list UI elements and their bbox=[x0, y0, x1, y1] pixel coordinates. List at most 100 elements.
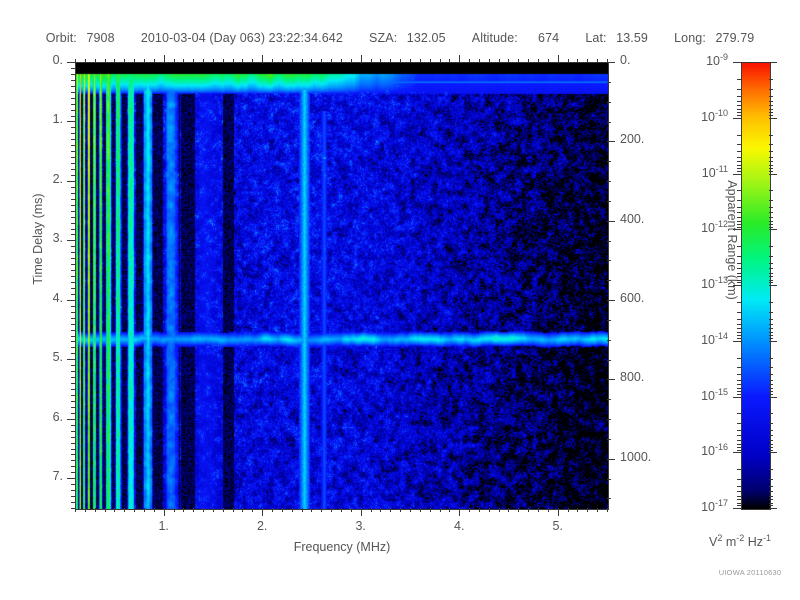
colorbar-minor-tick-right bbox=[769, 374, 773, 375]
colorbar-minor-tick-left bbox=[737, 324, 741, 325]
x-minor-tick-top bbox=[430, 59, 431, 63]
colorbar-minor-tick-left bbox=[737, 79, 741, 80]
colorbar-minor-tick-left bbox=[737, 413, 741, 414]
y-right-tick-label: 600. bbox=[620, 291, 645, 306]
y-left-minor-tick bbox=[71, 443, 75, 444]
x-minor-tick bbox=[252, 508, 253, 512]
x-minor-tick bbox=[203, 508, 204, 512]
lat-value: 13.59 bbox=[616, 31, 648, 45]
x-minor-tick-top bbox=[154, 59, 155, 63]
colorbar-tick-exponent: -9 bbox=[719, 52, 728, 62]
colorbar-minor-tick-right bbox=[769, 101, 773, 102]
y-left-minor-tick bbox=[71, 86, 75, 87]
x-minor-tick bbox=[233, 508, 234, 512]
colorbar-tick-mantissa: 10 bbox=[701, 500, 715, 515]
credit-watermark: UIOWA 20110630 bbox=[718, 568, 782, 577]
y-left-minor-tick bbox=[71, 389, 75, 390]
colorbar-minor-tick-right bbox=[769, 496, 773, 497]
colorbar-minor-tick-right bbox=[769, 435, 773, 436]
colorbar-minor-tick-right bbox=[769, 168, 773, 169]
x-minor-tick-top bbox=[302, 59, 303, 63]
x-minor-tick-top bbox=[508, 59, 509, 63]
colorbar-minor-tick-right bbox=[769, 135, 773, 136]
colorbar-tick-exponent: -13 bbox=[714, 275, 728, 285]
colorbar-tick-mantissa: 10 bbox=[701, 388, 715, 403]
y-left-tick-label: 4. bbox=[52, 290, 63, 305]
colorbar-minor-tick-right bbox=[769, 469, 773, 470]
x-minor-tick bbox=[371, 508, 372, 512]
colorbar-minor-tick-right bbox=[769, 505, 773, 506]
colorbar-minor-tick-left bbox=[737, 496, 741, 497]
y-right-tick-label: 200. bbox=[620, 132, 645, 147]
y-left-tick-label: 5. bbox=[52, 350, 63, 365]
colorbar-minor-tick-left bbox=[737, 282, 741, 283]
colorbar-tick-mantissa: 10 bbox=[701, 277, 715, 292]
x-tick-label: 1. bbox=[158, 519, 169, 533]
x-minor-tick-top bbox=[223, 59, 224, 63]
colorbar-minor-tick-right bbox=[769, 430, 773, 431]
colorbar-minor-tick-right bbox=[769, 212, 773, 213]
colorbar-minor-tick-left bbox=[737, 161, 741, 162]
y-left-minor-tick bbox=[71, 407, 75, 408]
x-major-tick bbox=[558, 508, 559, 516]
unit-m: m bbox=[722, 535, 737, 550]
colorbar-minor-tick-right bbox=[769, 338, 773, 339]
colorbar-tick-label: 10-10 bbox=[666, 108, 728, 124]
colorbar-minor-tick-left bbox=[737, 268, 741, 269]
colorbar-minor-tick-left bbox=[737, 135, 741, 136]
x-minor-tick bbox=[420, 508, 421, 512]
colorbar-minor-tick-left bbox=[737, 212, 741, 213]
unit-v-exponent: 2 bbox=[717, 533, 723, 543]
x-minor-tick-top bbox=[85, 59, 86, 63]
y-left-minor-tick bbox=[71, 110, 75, 111]
colorbar-minor-tick-left bbox=[737, 479, 741, 480]
y-left-minor-tick bbox=[71, 365, 75, 366]
spectrogram-canvas bbox=[76, 63, 608, 509]
x-tick-label: 5. bbox=[552, 519, 563, 533]
x-minor-tick-top bbox=[134, 59, 135, 63]
colorbar-minor-tick-left bbox=[737, 430, 741, 431]
x-minor-tick bbox=[430, 508, 431, 512]
y-left-minor-tick bbox=[71, 223, 75, 224]
colorbar-major-tick-right bbox=[769, 452, 777, 453]
colorbar-minor-tick-right bbox=[769, 486, 773, 487]
colorbar-minor-tick-left bbox=[737, 96, 741, 97]
y-left-minor-tick bbox=[71, 92, 75, 93]
lat-label: Lat: bbox=[585, 31, 607, 45]
y-left-minor-tick bbox=[71, 163, 75, 164]
x-minor-tick-top bbox=[124, 59, 125, 63]
x-major-tick bbox=[459, 508, 460, 516]
colorbar-minor-tick-right bbox=[769, 391, 773, 392]
x-minor-tick-top bbox=[75, 59, 76, 63]
x-minor-tick-top bbox=[331, 59, 332, 63]
colorbar-minor-tick-right bbox=[769, 312, 773, 313]
y-left-minor-tick bbox=[71, 288, 75, 289]
colorbar-minor-tick-right bbox=[769, 499, 773, 500]
y-left-minor-tick bbox=[71, 294, 75, 295]
x-minor-tick bbox=[331, 508, 332, 512]
colorbar-minor-tick-left bbox=[737, 217, 741, 218]
colorbar-minor-tick-left bbox=[737, 319, 741, 320]
x-minor-tick-top bbox=[420, 59, 421, 63]
y-right-minor-tick bbox=[607, 241, 611, 242]
y-left-minor-tick bbox=[71, 496, 75, 497]
x-minor-tick-top bbox=[292, 59, 293, 63]
colorbar-minor-tick-right bbox=[769, 328, 773, 329]
x-minor-tick-top bbox=[252, 59, 253, 63]
colorbar-minor-tick-left bbox=[737, 256, 741, 257]
y-left-minor-tick bbox=[71, 347, 75, 348]
colorbar-minor-tick-right bbox=[769, 115, 773, 116]
y-left-minor-tick bbox=[71, 484, 75, 485]
x-minor-tick bbox=[154, 508, 155, 512]
y-right-minor-tick bbox=[607, 320, 611, 321]
colorbar bbox=[741, 62, 771, 510]
x-major-tick bbox=[361, 508, 362, 516]
orbit-value: 7908 bbox=[86, 31, 115, 45]
colorbar-tick-mantissa: 10 bbox=[701, 332, 715, 347]
colorbar-minor-tick-left bbox=[737, 89, 741, 90]
x-minor-tick bbox=[607, 508, 608, 512]
y-left-minor-tick bbox=[71, 282, 75, 283]
x-axis-title: Frequency (MHz) bbox=[293, 540, 391, 554]
colorbar-major-tick-right bbox=[769, 341, 777, 342]
x-minor-tick bbox=[292, 508, 293, 512]
